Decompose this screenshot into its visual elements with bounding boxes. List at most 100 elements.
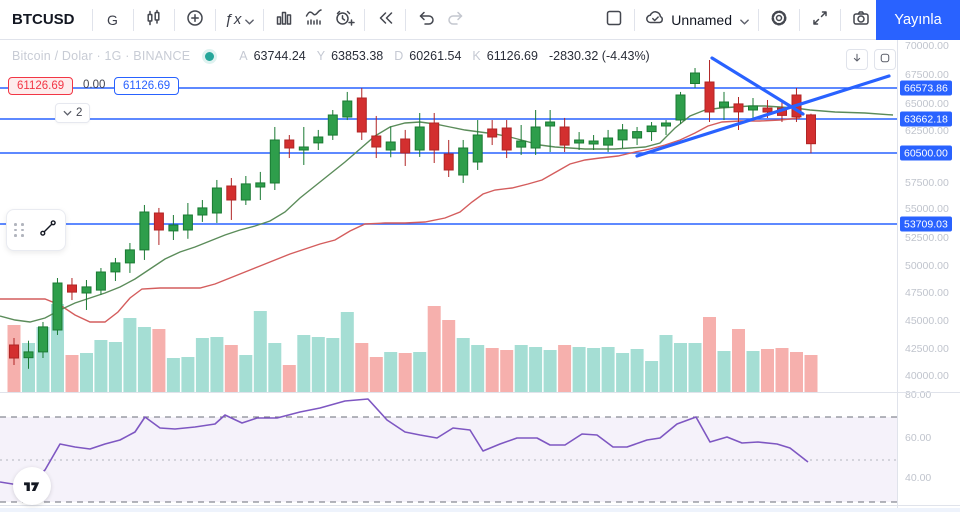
change-value: -2830.32 (-4.43%) xyxy=(548,49,650,63)
indicators-button[interactable]: ƒx xyxy=(221,5,259,35)
volume-bar xyxy=(65,355,79,392)
separator xyxy=(758,8,759,31)
candle-body xyxy=(588,140,599,145)
candle-body xyxy=(110,262,121,273)
undo-button[interactable] xyxy=(411,5,441,35)
redo-arrow-icon xyxy=(446,8,466,31)
trend-line[interactable] xyxy=(710,56,805,116)
candle-body xyxy=(414,126,425,151)
bar-replay-button[interactable] xyxy=(370,5,400,35)
rewind-icon xyxy=(375,8,395,31)
price-chart[interactable] xyxy=(0,40,897,512)
volume-bar xyxy=(413,352,427,392)
separator xyxy=(91,8,93,31)
volume-bar xyxy=(152,329,166,392)
chevron-down-icon xyxy=(63,107,72,119)
price-tick: 42500.00 xyxy=(905,343,949,355)
candle-body xyxy=(719,101,729,108)
candle-body xyxy=(632,131,643,139)
trendline-tool-button[interactable] xyxy=(30,217,65,244)
interval-button[interactable]: G xyxy=(107,11,118,28)
separator xyxy=(214,8,216,31)
price-level-tag[interactable]: 63662.18 xyxy=(900,111,952,127)
symbol-search-button[interactable]: BTCUSD xyxy=(12,11,75,28)
volume-bar xyxy=(224,345,238,392)
volume-bar xyxy=(369,357,383,392)
candle-body xyxy=(443,153,454,171)
snapshot-button[interactable] xyxy=(846,5,876,35)
forecast-button[interactable] xyxy=(299,5,329,35)
pane-separator[interactable] xyxy=(0,392,960,393)
volume-bar xyxy=(94,340,108,392)
price-level-tag[interactable]: 66573.86 xyxy=(900,80,952,96)
position-entry-pill[interactable]: 61126.69 xyxy=(8,77,74,95)
price-tick: 47500.00 xyxy=(905,287,949,299)
volume-bar xyxy=(326,338,340,392)
candle-body xyxy=(704,81,715,113)
indicator-count: 2 xyxy=(76,107,83,119)
volume-bar xyxy=(514,345,528,392)
candle-body xyxy=(574,139,585,144)
candle-body xyxy=(487,128,498,138)
redo-button[interactable] xyxy=(441,5,471,35)
indicators-collapse-button[interactable]: 2 xyxy=(55,103,91,123)
chart-pane[interactable]: Bitcoin / Dolar · 1G · BINANCE A 63744.24… xyxy=(0,40,960,512)
volume-bar xyxy=(210,337,224,392)
candle-body xyxy=(806,114,816,145)
indicator-templates-button[interactable] xyxy=(269,5,299,35)
drag-handle-icon[interactable] xyxy=(14,223,30,237)
fx-icon: ƒx xyxy=(224,11,243,28)
symbol-description[interactable]: Bitcoin / Dolar · 1G · BINANCE xyxy=(12,49,191,63)
candle-body xyxy=(67,284,77,293)
volume-bar xyxy=(398,353,412,392)
separator xyxy=(132,8,134,31)
gear-icon xyxy=(769,8,789,31)
separator xyxy=(634,8,636,31)
volume-bar xyxy=(181,357,195,392)
price-level-tag[interactable]: 53709.03 xyxy=(900,216,952,232)
trend-line[interactable] xyxy=(635,74,891,158)
price-tick: 62500.00 xyxy=(905,125,949,137)
save-layout-button[interactable]: Unnamed xyxy=(640,5,753,35)
volume-bar xyxy=(268,343,282,392)
bottom-edge xyxy=(0,508,960,512)
volume-bar xyxy=(616,353,630,392)
volume-bar xyxy=(703,317,716,392)
separator xyxy=(173,8,175,31)
settings-button[interactable] xyxy=(764,5,794,35)
volume-bar xyxy=(282,365,296,392)
compare-button[interactable] xyxy=(180,5,210,35)
price-axis[interactable]: 70000.00 67500.00 65000.00 62500.00 57500.00… xyxy=(897,40,960,512)
candle-body xyxy=(762,107,773,113)
tradingview-logo[interactable] xyxy=(13,467,51,505)
volume-bar xyxy=(108,342,122,392)
market-status-dot xyxy=(205,51,215,61)
candle-body xyxy=(675,94,686,121)
price-tick: 50000.00 xyxy=(905,260,949,272)
price-tick: 45000.00 xyxy=(905,315,949,327)
volume-bar xyxy=(558,345,572,392)
fullscreen-button[interactable] xyxy=(805,5,835,35)
candle-body xyxy=(371,135,382,148)
layout-select-button[interactable] xyxy=(599,5,629,35)
volume-bar xyxy=(340,312,354,392)
volume-bar xyxy=(80,353,93,392)
candle-body xyxy=(182,214,193,231)
candle-body xyxy=(255,182,266,188)
position-counter-pill[interactable]: 61126.69 xyxy=(114,77,180,95)
publish-button[interactable]: Yayınla xyxy=(876,0,960,40)
alert-button[interactable] xyxy=(329,5,359,35)
ma-slow-line xyxy=(0,117,801,323)
restore-pane-button[interactable] xyxy=(874,49,896,70)
separator xyxy=(405,8,407,31)
high-value: 63853.38 xyxy=(331,49,384,63)
alarm-clock-plus-icon xyxy=(333,8,356,31)
volume-bar xyxy=(253,311,267,392)
separator xyxy=(263,8,265,31)
chart-type-button[interactable] xyxy=(139,5,169,35)
scroll-to-recent-button[interactable] xyxy=(846,49,868,70)
low-label: D xyxy=(394,49,404,63)
price-level-tag[interactable]: 60500.00 xyxy=(900,145,952,161)
volume-bar xyxy=(471,345,485,392)
